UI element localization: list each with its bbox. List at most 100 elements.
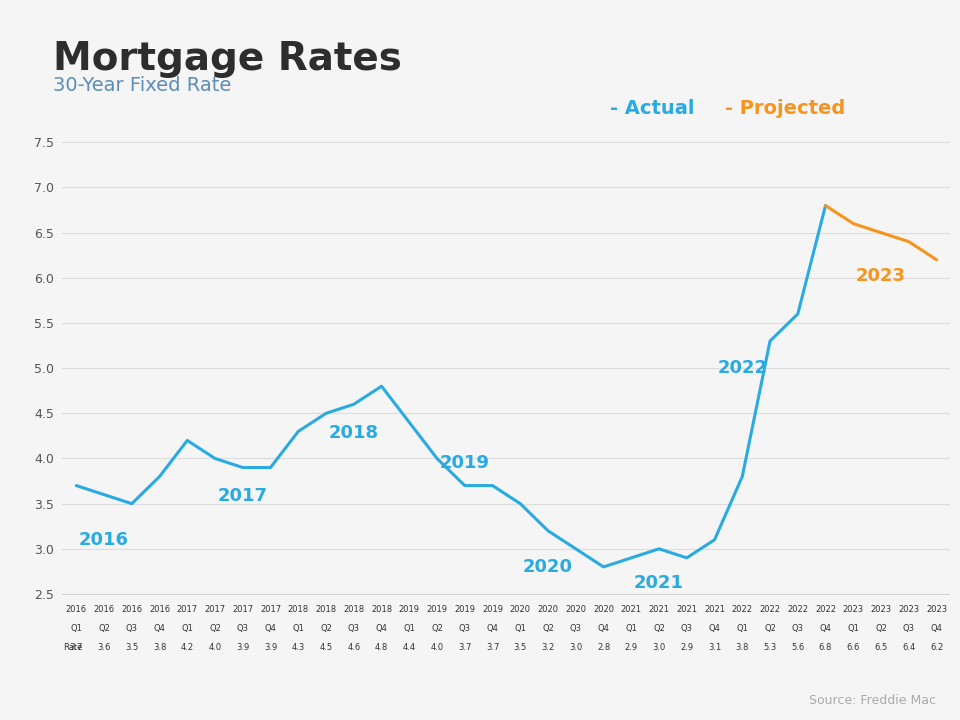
Text: Q3: Q3 bbox=[126, 624, 138, 633]
Text: 2023: 2023 bbox=[871, 605, 892, 613]
Text: 3.5: 3.5 bbox=[125, 644, 138, 652]
Text: 4.0: 4.0 bbox=[208, 644, 222, 652]
Text: Q4: Q4 bbox=[930, 624, 943, 633]
Text: 2022: 2022 bbox=[717, 359, 767, 377]
Text: 2021: 2021 bbox=[704, 605, 725, 613]
Text: Q3: Q3 bbox=[681, 624, 693, 633]
Text: 2016: 2016 bbox=[121, 605, 142, 613]
Text: 30-Year Fixed Rate: 30-Year Fixed Rate bbox=[53, 76, 231, 94]
Text: 2021: 2021 bbox=[621, 605, 642, 613]
Text: 2023: 2023 bbox=[843, 605, 864, 613]
Text: 6.8: 6.8 bbox=[819, 644, 832, 652]
Text: Q2: Q2 bbox=[764, 624, 776, 633]
Text: 2020: 2020 bbox=[538, 605, 559, 613]
Text: Q1: Q1 bbox=[848, 624, 859, 633]
Text: 2022: 2022 bbox=[732, 605, 753, 613]
Text: Q1: Q1 bbox=[70, 624, 83, 633]
Text: Q3: Q3 bbox=[792, 624, 804, 633]
Text: 3.8: 3.8 bbox=[153, 644, 166, 652]
Text: 2019: 2019 bbox=[398, 605, 420, 613]
Text: Rate: Rate bbox=[63, 644, 83, 652]
Text: 2023: 2023 bbox=[856, 267, 906, 285]
Text: 4.0: 4.0 bbox=[430, 644, 444, 652]
Text: Q3: Q3 bbox=[570, 624, 582, 633]
Text: 2.9: 2.9 bbox=[681, 644, 693, 652]
Text: 4.6: 4.6 bbox=[348, 644, 360, 652]
Text: 3.6: 3.6 bbox=[97, 644, 110, 652]
Text: Q4: Q4 bbox=[154, 624, 165, 633]
Text: Q4: Q4 bbox=[375, 624, 388, 633]
Text: Q4: Q4 bbox=[265, 624, 276, 633]
Text: 3.2: 3.2 bbox=[541, 644, 555, 652]
Text: Q3: Q3 bbox=[459, 624, 470, 633]
Text: Q2: Q2 bbox=[876, 624, 887, 633]
Text: 3.8: 3.8 bbox=[735, 644, 749, 652]
Text: 2.9: 2.9 bbox=[625, 644, 637, 652]
Text: Q2: Q2 bbox=[542, 624, 554, 633]
Text: 2018: 2018 bbox=[288, 605, 309, 613]
Text: Q1: Q1 bbox=[625, 624, 637, 633]
Text: 2020: 2020 bbox=[565, 605, 587, 613]
Text: 3.7: 3.7 bbox=[486, 644, 499, 652]
Text: - Projected: - Projected bbox=[725, 99, 845, 118]
Text: 2017: 2017 bbox=[232, 605, 253, 613]
Text: 4.2: 4.2 bbox=[180, 644, 194, 652]
Text: Q1: Q1 bbox=[515, 624, 526, 633]
Text: 2019: 2019 bbox=[426, 605, 447, 613]
Text: 4.8: 4.8 bbox=[375, 644, 388, 652]
Text: Mortgage Rates: Mortgage Rates bbox=[53, 40, 401, 78]
Text: 6.4: 6.4 bbox=[902, 644, 916, 652]
Text: Q2: Q2 bbox=[209, 624, 221, 633]
Text: 2020: 2020 bbox=[593, 605, 614, 613]
Text: 3.9: 3.9 bbox=[264, 644, 277, 652]
Text: 2023: 2023 bbox=[899, 605, 920, 613]
Text: 2022: 2022 bbox=[815, 605, 836, 613]
Text: 3.1: 3.1 bbox=[708, 644, 721, 652]
Text: Q4: Q4 bbox=[708, 624, 720, 633]
Text: 2019: 2019 bbox=[454, 605, 475, 613]
Text: Q3: Q3 bbox=[902, 624, 915, 633]
Text: 2023: 2023 bbox=[926, 605, 948, 613]
Text: Q2: Q2 bbox=[320, 624, 332, 633]
Text: 2018: 2018 bbox=[316, 605, 337, 613]
Text: 2018: 2018 bbox=[371, 605, 392, 613]
Text: 2022: 2022 bbox=[759, 605, 780, 613]
Text: 2018: 2018 bbox=[328, 424, 379, 442]
Text: 2019: 2019 bbox=[482, 605, 503, 613]
Text: 3.7: 3.7 bbox=[458, 644, 471, 652]
Text: Source: Freddie Mac: Source: Freddie Mac bbox=[809, 694, 936, 707]
Text: - Actual: - Actual bbox=[610, 99, 694, 118]
Text: Q1: Q1 bbox=[736, 624, 748, 633]
Text: 2017: 2017 bbox=[218, 487, 268, 505]
Text: Q2: Q2 bbox=[431, 624, 443, 633]
Text: 2016: 2016 bbox=[149, 605, 170, 613]
Text: Q4: Q4 bbox=[820, 624, 831, 633]
Text: 2016: 2016 bbox=[79, 531, 129, 549]
Text: 3.7: 3.7 bbox=[69, 644, 83, 652]
Text: 2017: 2017 bbox=[177, 605, 198, 613]
Text: 4.4: 4.4 bbox=[402, 644, 416, 652]
Text: 5.6: 5.6 bbox=[791, 644, 804, 652]
Text: Q3: Q3 bbox=[348, 624, 360, 633]
Text: 6.5: 6.5 bbox=[875, 644, 888, 652]
Text: 3.9: 3.9 bbox=[236, 644, 250, 652]
Text: Q1: Q1 bbox=[181, 624, 193, 633]
Text: 2018: 2018 bbox=[344, 605, 365, 613]
Text: 2021: 2021 bbox=[676, 605, 697, 613]
Text: 6.6: 6.6 bbox=[847, 644, 860, 652]
Text: 2021: 2021 bbox=[649, 605, 669, 613]
Text: Q4: Q4 bbox=[597, 624, 610, 633]
Text: Q2: Q2 bbox=[98, 624, 110, 633]
Text: 6.2: 6.2 bbox=[930, 644, 943, 652]
Text: 2020: 2020 bbox=[523, 558, 573, 576]
Text: 2021: 2021 bbox=[634, 574, 684, 592]
Text: Q2: Q2 bbox=[653, 624, 665, 633]
Text: 2017: 2017 bbox=[204, 605, 226, 613]
Text: 2.8: 2.8 bbox=[597, 644, 611, 652]
Text: 5.3: 5.3 bbox=[763, 644, 777, 652]
Text: Q1: Q1 bbox=[403, 624, 416, 633]
Text: Q3: Q3 bbox=[237, 624, 249, 633]
Text: 2020: 2020 bbox=[510, 605, 531, 613]
Text: 3.5: 3.5 bbox=[514, 644, 527, 652]
Text: Q1: Q1 bbox=[293, 624, 304, 633]
